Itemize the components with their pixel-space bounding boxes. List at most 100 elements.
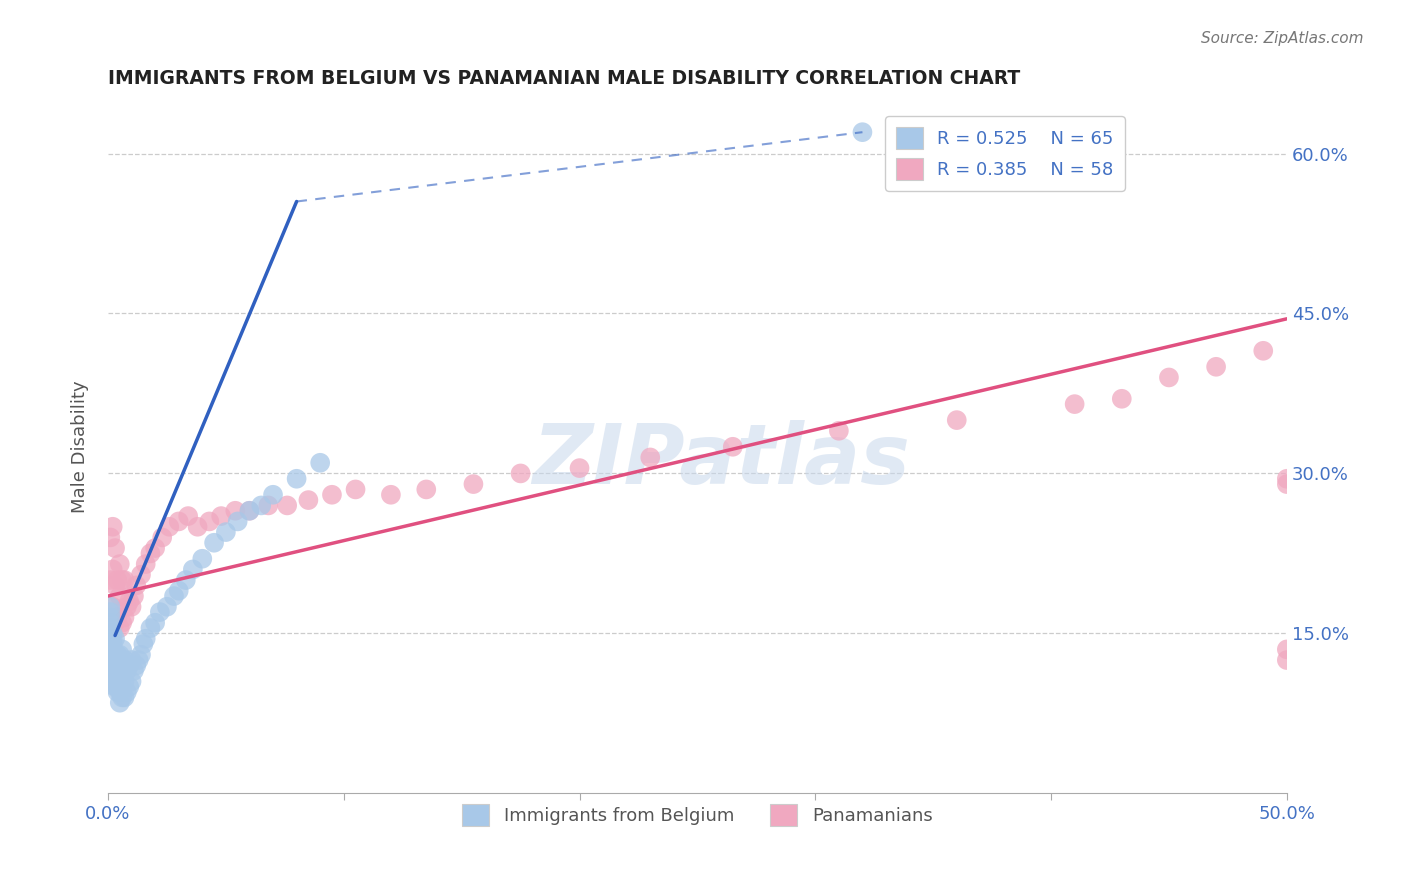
Point xyxy=(250,499,273,513)
Point xyxy=(111,664,134,678)
Point xyxy=(297,493,319,508)
Point xyxy=(309,456,332,470)
Point xyxy=(135,632,157,646)
Point xyxy=(122,664,145,678)
Point xyxy=(125,578,148,592)
Point xyxy=(107,573,129,587)
Point xyxy=(721,440,744,454)
Point xyxy=(157,520,180,534)
Point xyxy=(128,653,150,667)
Point xyxy=(1275,472,1298,486)
Text: Source: ZipAtlas.com: Source: ZipAtlas.com xyxy=(1201,31,1364,46)
Point xyxy=(257,499,280,513)
Point xyxy=(509,467,531,481)
Point xyxy=(104,658,127,673)
Point xyxy=(115,664,138,678)
Point xyxy=(276,499,298,513)
Point xyxy=(121,653,143,667)
Point xyxy=(98,573,121,587)
Point xyxy=(107,685,129,699)
Point xyxy=(101,658,124,673)
Point xyxy=(111,615,134,630)
Point xyxy=(380,488,402,502)
Point xyxy=(174,573,197,587)
Point xyxy=(101,520,124,534)
Point xyxy=(101,599,124,614)
Point xyxy=(209,509,232,524)
Point xyxy=(114,610,136,624)
Point xyxy=(118,658,141,673)
Legend: Immigrants from Belgium, Panamanians: Immigrants from Belgium, Panamanians xyxy=(456,797,939,833)
Point xyxy=(115,685,138,699)
Point xyxy=(132,637,155,651)
Point xyxy=(344,483,367,497)
Point xyxy=(115,599,138,614)
Point xyxy=(463,477,485,491)
Point xyxy=(198,515,221,529)
Point xyxy=(226,515,249,529)
Point xyxy=(98,621,121,635)
Point xyxy=(104,632,127,646)
Point xyxy=(139,546,162,560)
Point xyxy=(143,541,166,555)
Point xyxy=(1275,642,1298,657)
Point xyxy=(114,573,136,587)
Point xyxy=(187,520,209,534)
Point xyxy=(415,483,437,497)
Point xyxy=(114,674,136,689)
Point xyxy=(107,610,129,624)
Point xyxy=(1205,359,1227,374)
Point xyxy=(149,605,172,619)
Point xyxy=(107,680,129,694)
Point xyxy=(98,615,121,630)
Point xyxy=(108,557,131,571)
Point xyxy=(1275,477,1298,491)
Point xyxy=(121,599,143,614)
Point xyxy=(111,642,134,657)
Point xyxy=(262,488,284,502)
Point xyxy=(104,648,127,662)
Point xyxy=(945,413,967,427)
Point xyxy=(224,504,246,518)
Point xyxy=(108,589,131,603)
Point xyxy=(108,685,131,699)
Point xyxy=(108,621,131,635)
Point xyxy=(1157,370,1180,384)
Point xyxy=(129,567,152,582)
Point xyxy=(98,599,121,614)
Point xyxy=(851,125,873,139)
Point xyxy=(156,599,179,614)
Point xyxy=(108,669,131,683)
Point xyxy=(101,632,124,646)
Point xyxy=(107,669,129,683)
Point xyxy=(143,615,166,630)
Point xyxy=(118,680,141,694)
Point xyxy=(167,583,190,598)
Point xyxy=(1251,343,1274,358)
Point xyxy=(101,653,124,667)
Point xyxy=(202,535,225,549)
Point xyxy=(122,589,145,603)
Point xyxy=(125,658,148,673)
Point xyxy=(285,472,308,486)
Text: IMMIGRANTS FROM BELGIUM VS PANAMANIAN MALE DISABILITY CORRELATION CHART: IMMIGRANTS FROM BELGIUM VS PANAMANIAN MA… xyxy=(108,69,1021,87)
Point xyxy=(150,530,173,544)
Point xyxy=(1275,653,1298,667)
Point xyxy=(181,562,204,576)
Point xyxy=(104,664,127,678)
Point xyxy=(1063,397,1085,411)
Point xyxy=(177,509,200,524)
Point xyxy=(321,488,343,502)
Point xyxy=(215,525,238,540)
Point xyxy=(101,642,124,657)
Point xyxy=(238,504,260,518)
Point xyxy=(107,648,129,662)
Point xyxy=(139,621,162,635)
Point xyxy=(118,594,141,608)
Text: ZIPatlas: ZIPatlas xyxy=(531,420,910,501)
Y-axis label: Male Disability: Male Disability xyxy=(72,381,89,513)
Point xyxy=(114,690,136,705)
Point xyxy=(638,450,661,465)
Point xyxy=(101,562,124,576)
Point xyxy=(104,680,127,694)
